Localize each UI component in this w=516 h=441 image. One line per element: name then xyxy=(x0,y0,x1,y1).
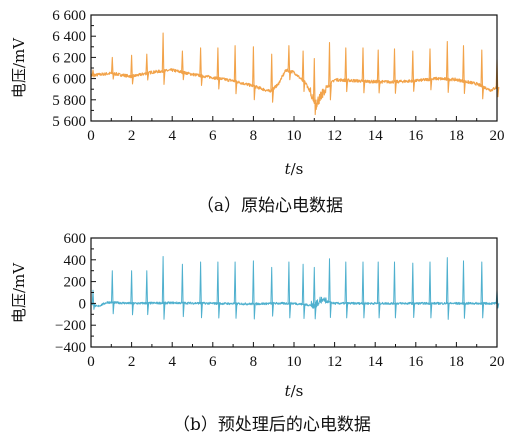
y-tick-label: 6 200 xyxy=(52,50,86,66)
x-tick-label: 8 xyxy=(250,354,258,370)
x-tick-label: 10 xyxy=(287,354,302,370)
panel-b-xlabel-unit: /s xyxy=(291,382,304,400)
panel-b-caption: （b）预处理后的心电数据 xyxy=(173,415,371,435)
raw-ecg-series xyxy=(90,32,500,116)
panel-b-ylabel: 电压/mV xyxy=(10,262,28,323)
x-tick-label: 8 xyxy=(250,128,258,144)
x-tick-label: 14 xyxy=(368,128,384,144)
x-tick-label: 2 xyxy=(128,128,136,144)
x-tick-label: 0 xyxy=(87,128,95,144)
x-tick-label: 14 xyxy=(368,354,384,370)
y-tick-label: 0 xyxy=(79,296,87,312)
y-tick-label: 5 600 xyxy=(52,114,86,130)
y-tick-label: 5 800 xyxy=(52,93,86,109)
panel-a-xlabel-unit: /s xyxy=(291,160,304,178)
y-tick-label: 200 xyxy=(64,275,87,291)
panel-a-plot-frame xyxy=(90,14,498,122)
x-tick-label: 20 xyxy=(490,128,505,144)
y-tick-label: −400 xyxy=(55,340,86,356)
panel-b-preprocessed-ecg: 0 2 4 6 8 10 12 14 16 18 20 −400 −200 0 200 400 600 电压/m… xyxy=(10,231,505,435)
panel-a-raw-ecg: 0 2 4 6 8 10 12 14 16 18 20 5 600 5 800 6 000 6 200 6 4… xyxy=(10,8,505,216)
y-tick-label: 6 600 xyxy=(52,8,86,24)
x-tick-label: 16 xyxy=(408,354,424,370)
panel-b-xlabel-var: t xyxy=(285,382,292,400)
y-tick-label: 400 xyxy=(64,253,87,269)
panel-a-ylabel: 电压/mV xyxy=(10,37,28,98)
x-tick-label: 4 xyxy=(168,128,176,144)
x-tick-label: 12 xyxy=(327,128,342,144)
panel-a-xlabel: t/s xyxy=(285,160,304,178)
x-tick-label: 4 xyxy=(168,354,176,370)
x-tick-label: 6 xyxy=(209,354,217,370)
x-tick-label: 12 xyxy=(327,354,342,370)
x-tick-label: 16 xyxy=(408,128,424,144)
panel-b-ticks: 0 2 4 6 8 10 12 14 16 18 20 −400 −200 0 200 400 600 xyxy=(55,231,504,370)
x-tick-label: 18 xyxy=(449,128,464,144)
panel-b-xlabel: t/s xyxy=(285,382,304,400)
series-line xyxy=(90,32,500,116)
preprocessed-ecg-series xyxy=(90,256,500,320)
x-tick-label: 20 xyxy=(490,354,505,370)
x-tick-label: 10 xyxy=(287,128,302,144)
panel-a-xlabel-var: t xyxy=(285,160,292,178)
x-tick-label: 18 xyxy=(449,354,464,370)
panel-a-ticks: 0 2 4 6 8 10 12 14 16 18 20 5 600 5 800 6 000 6 200 6 4… xyxy=(52,8,504,144)
y-tick-label: 6 000 xyxy=(52,72,86,88)
x-tick-label: 6 xyxy=(209,128,217,144)
x-tick-label: 2 xyxy=(128,354,136,370)
y-tick-label: −200 xyxy=(55,318,86,334)
panel-a-caption: （a）原始心电数据 xyxy=(197,196,343,216)
series-line xyxy=(90,256,500,320)
panel-b-plot-frame xyxy=(90,237,498,348)
x-tick-label: 0 xyxy=(87,354,95,370)
y-tick-label: 6 400 xyxy=(52,29,86,45)
y-tick-label: 600 xyxy=(64,231,87,247)
